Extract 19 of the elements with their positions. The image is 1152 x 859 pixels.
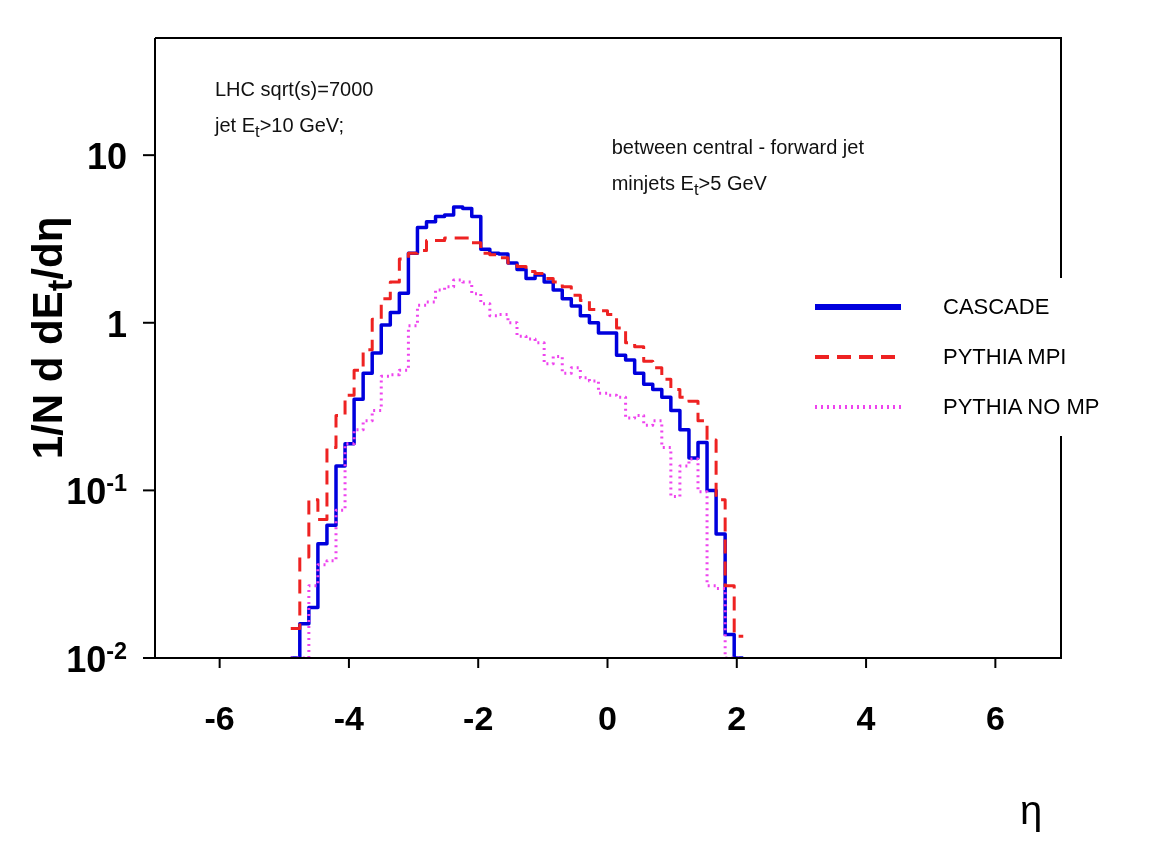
legend-label: CASCADE (943, 294, 1050, 320)
y-tick-label: 10$^{-2}$ (66, 638, 127, 680)
y-tick-label: 10 (86, 136, 127, 178)
annotation: LHC sqrt(s)=7000 (215, 78, 374, 101)
x-tick-label: 6 (985, 699, 1005, 737)
annotation: jet E$_{t}$>10 GeV; (215, 114, 344, 142)
y-tick-label: 1 (106, 303, 127, 345)
x-axis-title: η (1020, 788, 1043, 833)
x-tick-label: -2 (463, 699, 494, 737)
annotation: between central - forward jet (611, 136, 864, 159)
legend-label: PYTHIA NO MP (943, 394, 1100, 420)
legend-label: PYTHIA MPI (943, 344, 1067, 370)
x-tick-label: 4 (856, 699, 876, 737)
annotation: minjets E$_{t}$>5 GeV (611, 172, 767, 200)
x-tick-label: 2 (727, 699, 747, 737)
x-tick-label: 0 (598, 699, 617, 737)
x-tick-label: -4 (333, 699, 365, 737)
y-tick-label: 10$^{-1}$ (66, 470, 127, 513)
x-tick-label: -6 (204, 699, 235, 737)
